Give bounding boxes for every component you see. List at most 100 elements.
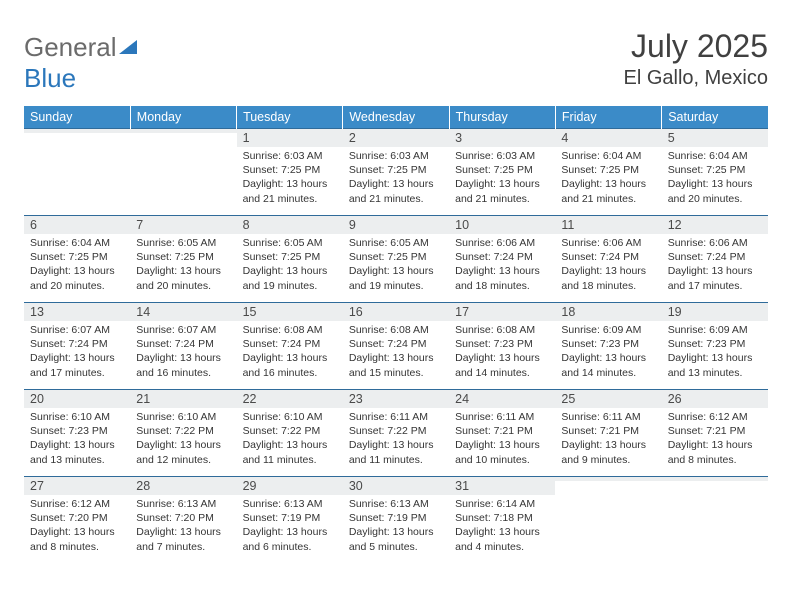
calendar-table: Sunday Monday Tuesday Wednesday Thursday… — [24, 106, 768, 563]
calendar-week-row: 20Sunrise: 6:10 AMSunset: 7:23 PMDayligh… — [24, 390, 768, 477]
logo-part1: General — [24, 32, 117, 62]
calendar-day-cell: 15Sunrise: 6:08 AMSunset: 7:24 PMDayligh… — [237, 303, 343, 390]
day-header: Saturday — [662, 106, 768, 129]
day-header: Sunday — [24, 106, 130, 129]
day-number: 2 — [343, 129, 449, 147]
calendar-day-cell: 8Sunrise: 6:05 AMSunset: 7:25 PMDaylight… — [237, 216, 343, 303]
day-number: 9 — [343, 216, 449, 234]
day-header: Friday — [555, 106, 661, 129]
day-number: 1 — [237, 129, 343, 147]
calendar-day-cell: 30Sunrise: 6:13 AMSunset: 7:19 PMDayligh… — [343, 477, 449, 564]
day-data: Sunrise: 6:10 AMSunset: 7:22 PMDaylight:… — [130, 408, 236, 471]
day-number: 25 — [555, 390, 661, 408]
calendar-day-cell: 29Sunrise: 6:13 AMSunset: 7:19 PMDayligh… — [237, 477, 343, 564]
day-data: Sunrise: 6:11 AMSunset: 7:22 PMDaylight:… — [343, 408, 449, 471]
day-data: Sunrise: 6:13 AMSunset: 7:19 PMDaylight:… — [237, 495, 343, 558]
day-data: Sunrise: 6:05 AMSunset: 7:25 PMDaylight:… — [343, 234, 449, 297]
day-number — [130, 129, 236, 133]
calendar-day-cell: 21Sunrise: 6:10 AMSunset: 7:22 PMDayligh… — [130, 390, 236, 477]
day-number: 18 — [555, 303, 661, 321]
day-data: Sunrise: 6:04 AMSunset: 7:25 PMDaylight:… — [662, 147, 768, 210]
calendar-day-cell: 22Sunrise: 6:10 AMSunset: 7:22 PMDayligh… — [237, 390, 343, 477]
calendar-day-cell: 10Sunrise: 6:06 AMSunset: 7:24 PMDayligh… — [449, 216, 555, 303]
day-number: 4 — [555, 129, 661, 147]
day-data: Sunrise: 6:12 AMSunset: 7:20 PMDaylight:… — [24, 495, 130, 558]
day-data: Sunrise: 6:10 AMSunset: 7:22 PMDaylight:… — [237, 408, 343, 471]
logo-text: GeneralBlue — [24, 32, 139, 94]
calendar-day-cell: 25Sunrise: 6:11 AMSunset: 7:21 PMDayligh… — [555, 390, 661, 477]
calendar-day-cell — [555, 477, 661, 564]
calendar-week-row: 13Sunrise: 6:07 AMSunset: 7:24 PMDayligh… — [24, 303, 768, 390]
day-data: Sunrise: 6:13 AMSunset: 7:20 PMDaylight:… — [130, 495, 236, 558]
calendar-day-cell: 9Sunrise: 6:05 AMSunset: 7:25 PMDaylight… — [343, 216, 449, 303]
calendar-day-cell: 11Sunrise: 6:06 AMSunset: 7:24 PMDayligh… — [555, 216, 661, 303]
day-number: 7 — [130, 216, 236, 234]
calendar-day-cell: 27Sunrise: 6:12 AMSunset: 7:20 PMDayligh… — [24, 477, 130, 564]
title-block: July 2025 El Gallo, Mexico — [624, 28, 769, 90]
day-data: Sunrise: 6:08 AMSunset: 7:24 PMDaylight:… — [237, 321, 343, 384]
calendar-day-cell — [662, 477, 768, 564]
calendar-day-cell: 7Sunrise: 6:05 AMSunset: 7:25 PMDaylight… — [130, 216, 236, 303]
calendar-day-cell: 19Sunrise: 6:09 AMSunset: 7:23 PMDayligh… — [662, 303, 768, 390]
day-number: 6 — [24, 216, 130, 234]
day-header: Monday — [130, 106, 236, 129]
calendar-day-cell: 20Sunrise: 6:10 AMSunset: 7:23 PMDayligh… — [24, 390, 130, 477]
calendar-week-row: 6Sunrise: 6:04 AMSunset: 7:25 PMDaylight… — [24, 216, 768, 303]
logo: GeneralBlue — [24, 28, 139, 94]
logo-triangle-icon — [117, 32, 139, 63]
day-number: 19 — [662, 303, 768, 321]
day-data: Sunrise: 6:05 AMSunset: 7:25 PMDaylight:… — [237, 234, 343, 297]
day-data: Sunrise: 6:04 AMSunset: 7:25 PMDaylight:… — [24, 234, 130, 297]
calendar-day-cell: 5Sunrise: 6:04 AMSunset: 7:25 PMDaylight… — [662, 129, 768, 216]
calendar-day-cell: 17Sunrise: 6:08 AMSunset: 7:23 PMDayligh… — [449, 303, 555, 390]
day-number: 8 — [237, 216, 343, 234]
day-data: Sunrise: 6:04 AMSunset: 7:25 PMDaylight:… — [555, 147, 661, 210]
day-data: Sunrise: 6:03 AMSunset: 7:25 PMDaylight:… — [449, 147, 555, 210]
calendar-day-cell: 14Sunrise: 6:07 AMSunset: 7:24 PMDayligh… — [130, 303, 236, 390]
day-number: 14 — [130, 303, 236, 321]
calendar-day-cell — [130, 129, 236, 216]
day-data: Sunrise: 6:06 AMSunset: 7:24 PMDaylight:… — [449, 234, 555, 297]
day-number: 29 — [237, 477, 343, 495]
day-number: 22 — [237, 390, 343, 408]
calendar-day-cell: 23Sunrise: 6:11 AMSunset: 7:22 PMDayligh… — [343, 390, 449, 477]
day-number: 3 — [449, 129, 555, 147]
calendar-day-cell: 24Sunrise: 6:11 AMSunset: 7:21 PMDayligh… — [449, 390, 555, 477]
calendar-week-row: 1Sunrise: 6:03 AMSunset: 7:25 PMDaylight… — [24, 129, 768, 216]
calendar-day-cell: 6Sunrise: 6:04 AMSunset: 7:25 PMDaylight… — [24, 216, 130, 303]
day-number: 5 — [662, 129, 768, 147]
day-data: Sunrise: 6:12 AMSunset: 7:21 PMDaylight:… — [662, 408, 768, 471]
day-number: 12 — [662, 216, 768, 234]
day-number: 21 — [130, 390, 236, 408]
location: El Gallo, Mexico — [624, 67, 769, 90]
calendar-week-row: 27Sunrise: 6:12 AMSunset: 7:20 PMDayligh… — [24, 477, 768, 564]
calendar-day-cell: 12Sunrise: 6:06 AMSunset: 7:24 PMDayligh… — [662, 216, 768, 303]
day-data: Sunrise: 6:08 AMSunset: 7:24 PMDaylight:… — [343, 321, 449, 384]
day-number: 31 — [449, 477, 555, 495]
calendar-day-cell: 1Sunrise: 6:03 AMSunset: 7:25 PMDaylight… — [237, 129, 343, 216]
day-data: Sunrise: 6:13 AMSunset: 7:19 PMDaylight:… — [343, 495, 449, 558]
day-data: Sunrise: 6:11 AMSunset: 7:21 PMDaylight:… — [449, 408, 555, 471]
month-title: July 2025 — [624, 28, 769, 65]
day-number: 10 — [449, 216, 555, 234]
day-number: 24 — [449, 390, 555, 408]
calendar-day-cell: 31Sunrise: 6:14 AMSunset: 7:18 PMDayligh… — [449, 477, 555, 564]
day-number: 16 — [343, 303, 449, 321]
day-data: Sunrise: 6:06 AMSunset: 7:24 PMDaylight:… — [662, 234, 768, 297]
day-number: 15 — [237, 303, 343, 321]
day-data: Sunrise: 6:07 AMSunset: 7:24 PMDaylight:… — [130, 321, 236, 384]
calendar-day-cell: 16Sunrise: 6:08 AMSunset: 7:24 PMDayligh… — [343, 303, 449, 390]
calendar-day-cell: 28Sunrise: 6:13 AMSunset: 7:20 PMDayligh… — [130, 477, 236, 564]
day-data: Sunrise: 6:03 AMSunset: 7:25 PMDaylight:… — [343, 147, 449, 210]
day-data: Sunrise: 6:05 AMSunset: 7:25 PMDaylight:… — [130, 234, 236, 297]
day-number — [662, 477, 768, 481]
day-data: Sunrise: 6:08 AMSunset: 7:23 PMDaylight:… — [449, 321, 555, 384]
day-number — [24, 129, 130, 133]
day-number: 17 — [449, 303, 555, 321]
day-number: 30 — [343, 477, 449, 495]
day-number: 11 — [555, 216, 661, 234]
day-data: Sunrise: 6:10 AMSunset: 7:23 PMDaylight:… — [24, 408, 130, 471]
day-header: Tuesday — [237, 106, 343, 129]
calendar-day-cell: 3Sunrise: 6:03 AMSunset: 7:25 PMDaylight… — [449, 129, 555, 216]
day-data: Sunrise: 6:09 AMSunset: 7:23 PMDaylight:… — [662, 321, 768, 384]
